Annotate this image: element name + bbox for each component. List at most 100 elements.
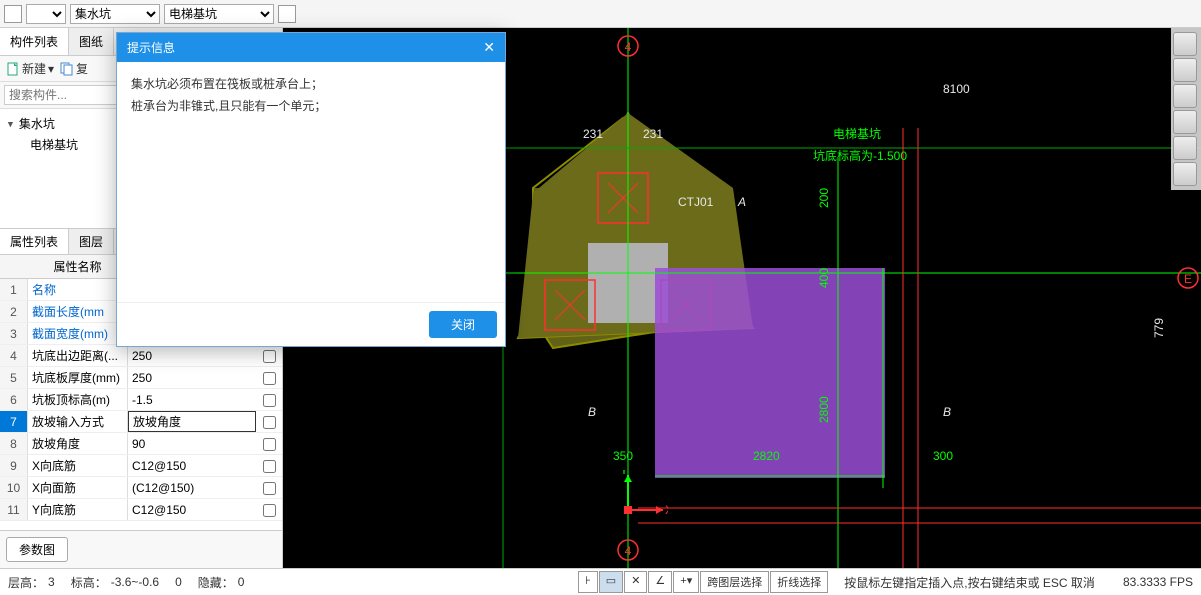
status-level: 层高：3 xyxy=(8,574,55,591)
svg-text:350: 350 xyxy=(613,449,633,463)
status-fps: 83.3333 FPS xyxy=(1123,575,1193,589)
row-number: 1 xyxy=(0,279,28,300)
property-name: 放坡输入方式 xyxy=(28,411,128,432)
tool-cube-icon[interactable] xyxy=(1173,84,1197,108)
modal-line-2: 桩承台为非锥式,且只能有一个单元； xyxy=(131,96,491,118)
svg-text:2800: 2800 xyxy=(817,396,831,423)
modal-close-button[interactable]: 关闭 xyxy=(429,311,497,338)
row-number: 10 xyxy=(0,477,28,498)
property-checkbox[interactable] xyxy=(256,458,282,472)
svg-text:231: 231 xyxy=(583,127,603,141)
property-value[interactable]: 250 xyxy=(128,345,256,366)
snap-angle-icon[interactable]: ∠ xyxy=(648,571,672,593)
toolbar-square-2[interactable] xyxy=(278,5,296,23)
property-checkbox[interactable] xyxy=(256,370,282,384)
axis-gizmo: X Y xyxy=(618,470,668,523)
svg-text:4: 4 xyxy=(625,544,632,558)
modal-titlebar[interactable]: 提示信息 ✕ xyxy=(117,33,505,62)
snap-endpoint-icon[interactable]: ⊦ xyxy=(578,571,598,593)
right-toolbar xyxy=(1171,28,1201,190)
tool-refresh-icon[interactable] xyxy=(1173,136,1197,160)
row-number: 6 xyxy=(0,389,28,410)
property-row[interactable]: 7放坡输入方式放坡角度 xyxy=(0,411,282,433)
snap-rect-icon[interactable]: ▭ xyxy=(599,571,623,593)
status-message: 按鼠标左键指定插入点,按右键结束或 ESC 取消 xyxy=(844,574,1095,591)
tool-orbit-icon[interactable] xyxy=(1173,32,1197,56)
property-checkbox[interactable] xyxy=(256,502,282,516)
property-value[interactable]: 90 xyxy=(128,433,256,454)
polyline-select-button[interactable]: 折线选择 xyxy=(770,571,828,593)
status-elevation: 标高：-3.6~-0.6 xyxy=(71,574,159,591)
dropdown-3[interactable]: 电梯基坑 xyxy=(164,4,274,24)
status-hidden: 隐藏：0 xyxy=(198,574,245,591)
property-name: 坑底板厚度(mm) xyxy=(28,367,128,388)
modal-line-1: 集水坑必须布置在筏板或桩承台上； xyxy=(131,74,491,96)
tool-box-icon[interactable] xyxy=(1173,110,1197,134)
copy-icon xyxy=(60,62,74,76)
snap-x-icon[interactable]: ✕ xyxy=(624,571,647,593)
svg-text:779: 779 xyxy=(1152,318,1166,338)
dropdown-2[interactable]: 集水坑 xyxy=(70,4,160,24)
svg-text:2820: 2820 xyxy=(753,449,780,463)
property-name: 截面宽度(mm) xyxy=(28,323,128,344)
property-value[interactable]: 放坡角度 xyxy=(128,411,256,432)
property-name: 放坡角度 xyxy=(28,433,128,454)
property-header-label: 属性名称 xyxy=(28,255,128,278)
property-row[interactable]: 4坑底出边距离(...250 xyxy=(0,345,282,367)
property-name: 名称 xyxy=(28,279,128,300)
row-number: 7 xyxy=(0,411,28,432)
property-name: Y向底筋 xyxy=(28,499,128,520)
property-checkbox[interactable] xyxy=(256,348,282,362)
row-number: 8 xyxy=(0,433,28,454)
tab-properties[interactable]: 属性列表 xyxy=(0,229,69,254)
row-number: 2 xyxy=(0,301,28,322)
property-value[interactable]: (C12@150) xyxy=(128,477,256,498)
tool-3d-icon[interactable] xyxy=(1173,58,1197,82)
svg-text:231: 231 xyxy=(643,127,663,141)
new-button[interactable]: 新建 ▾ xyxy=(6,60,54,77)
cross-layer-button[interactable]: 跨图层选择 xyxy=(700,571,769,593)
property-checkbox[interactable] xyxy=(256,436,282,450)
status-zero: 0 xyxy=(175,575,182,589)
top-toolbar: 集水坑 电梯基坑 xyxy=(0,0,1201,28)
row-number: 11 xyxy=(0,499,28,520)
property-name: 截面长度(mm xyxy=(28,301,128,322)
param-diagram-button[interactable]: 参数图 xyxy=(6,537,68,562)
row-number: 3 xyxy=(0,323,28,344)
property-row[interactable]: 5坑底板厚度(mm)250 xyxy=(0,367,282,389)
copy-button[interactable]: 复 xyxy=(60,60,88,77)
property-row[interactable]: 9X向底筋C12@150 xyxy=(0,455,282,477)
tab-drawings[interactable]: 图纸 xyxy=(69,28,114,55)
property-checkbox[interactable] xyxy=(256,414,282,428)
snap-plus-icon[interactable]: +▾ xyxy=(673,571,699,593)
tab-components[interactable]: 构件列表 xyxy=(0,28,69,55)
property-name: X向底筋 xyxy=(28,455,128,476)
property-value[interactable]: C12@150 xyxy=(128,499,256,520)
tab-layers[interactable]: 图层 xyxy=(69,229,114,254)
copy-label: 复 xyxy=(76,60,88,77)
svg-text:E: E xyxy=(1184,272,1192,286)
property-row[interactable]: 8放坡角度90 xyxy=(0,433,282,455)
property-row[interactable]: 10X向面筋(C12@150) xyxy=(0,477,282,499)
row-number: 9 xyxy=(0,455,28,476)
property-value[interactable]: -1.5 xyxy=(128,389,256,410)
modal-body: 集水坑必须布置在筏板或桩承台上； 桩承台为非锥式,且只能有一个单元； xyxy=(117,62,505,302)
svg-text:Y: Y xyxy=(620,470,628,477)
info-modal: 提示信息 ✕ 集水坑必须布置在筏板或桩承台上； 桩承台为非锥式,且只能有一个单元… xyxy=(116,32,506,347)
svg-text:坑底标高为-1.500: 坑底标高为-1.500 xyxy=(813,148,907,163)
svg-text:B: B xyxy=(943,405,951,419)
property-name: 坑板顶标高(m) xyxy=(28,389,128,410)
svg-text:B: B xyxy=(588,405,596,419)
property-row[interactable]: 11Y向底筋C12@150 xyxy=(0,499,282,521)
close-icon[interactable]: ✕ xyxy=(483,39,495,56)
new-label: 新建 xyxy=(22,60,46,77)
property-value[interactable]: C12@150 xyxy=(128,455,256,476)
property-checkbox[interactable] xyxy=(256,480,282,494)
property-value[interactable]: 250 xyxy=(128,367,256,388)
tool-grid-icon[interactable] xyxy=(1173,162,1197,186)
dropdown-1[interactable] xyxy=(26,4,66,24)
property-checkbox[interactable] xyxy=(256,392,282,406)
toolbar-square-1[interactable] xyxy=(4,5,22,23)
property-row[interactable]: 6坑板顶标高(m)-1.5 xyxy=(0,389,282,411)
svg-text:8100: 8100 xyxy=(943,82,970,96)
